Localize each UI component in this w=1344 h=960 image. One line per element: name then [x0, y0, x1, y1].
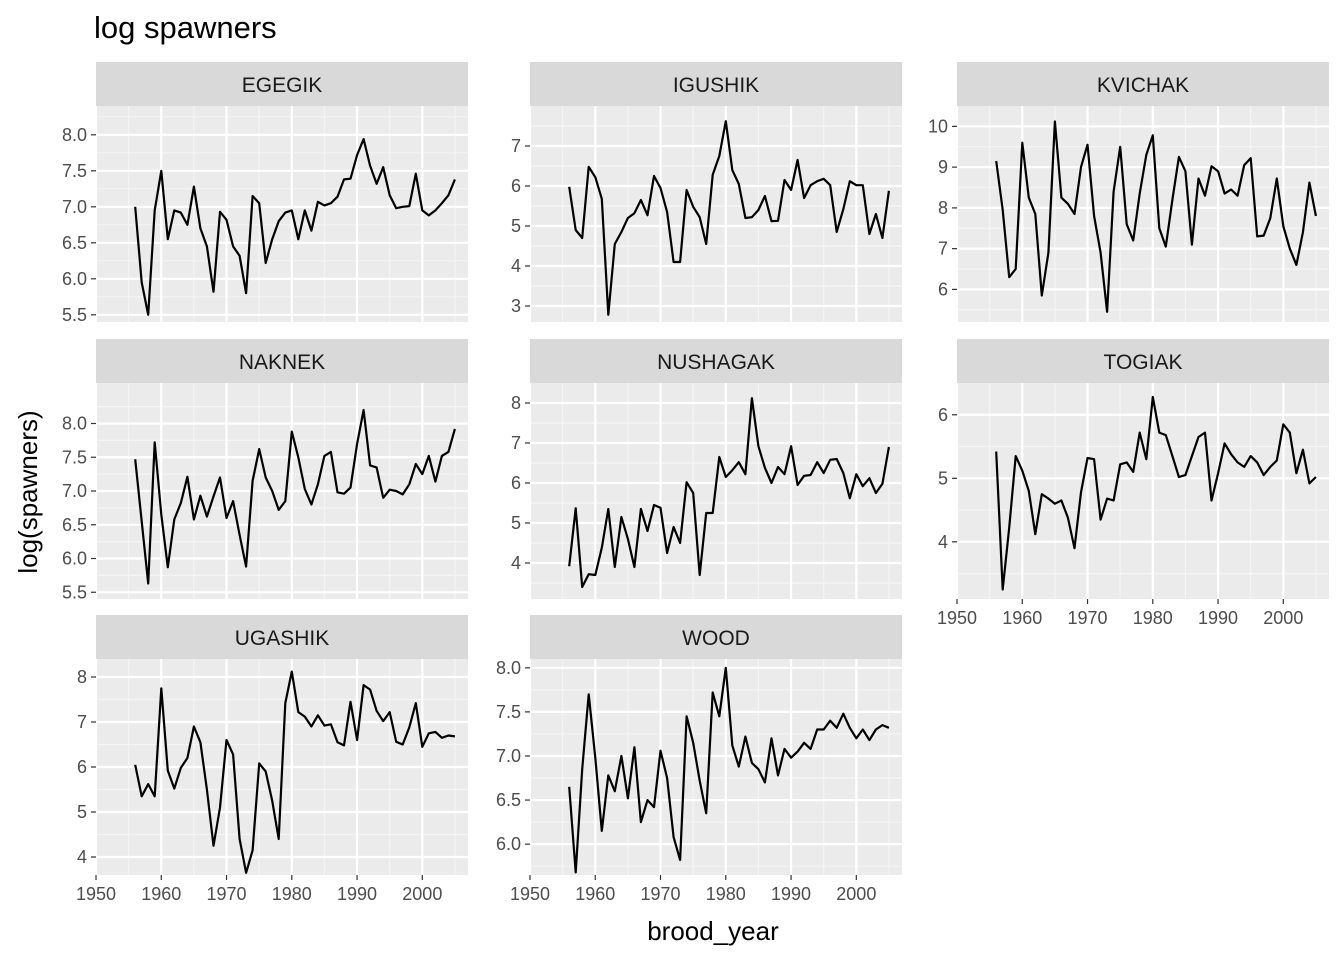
panel-background: [530, 659, 902, 875]
y-tick-label: 6: [938, 405, 948, 425]
y-tick-label: 6: [77, 757, 87, 777]
y-tick-label: 8.0: [496, 658, 521, 678]
x-tick-label: 1980: [272, 884, 312, 904]
y-tick-label: 7.0: [62, 481, 87, 501]
x-tick-label: 2000: [402, 884, 442, 904]
y-tick-label: 7.0: [496, 746, 521, 766]
facet-panels: EGEGIK5.56.06.57.07.58.0IGUSHIK34567KVIC…: [62, 62, 1329, 904]
y-tick-label: 4: [511, 256, 521, 276]
x-tick-label: 1960: [1002, 608, 1042, 628]
y-axis-title: log(spawners): [13, 410, 43, 573]
y-tick-label: 5: [511, 216, 521, 236]
x-tick-label: 2000: [1263, 608, 1303, 628]
x-axis-title: brood_year: [647, 916, 779, 946]
x-tick-label: 1970: [1068, 608, 1108, 628]
x-tick-label: 1960: [141, 884, 181, 904]
y-tick-label: 8: [511, 393, 521, 413]
panel-background: [96, 106, 468, 322]
y-tick-label: 6.5: [62, 233, 87, 253]
y-tick-label: 5.5: [62, 305, 87, 325]
y-tick-label: 6.0: [496, 834, 521, 854]
y-tick-label: 7.0: [62, 197, 87, 217]
y-tick-label: 6: [938, 279, 948, 299]
facet-strip-label: KVICHAK: [1097, 74, 1189, 97]
facet-ugashik: UGASHIK 1950 1960 1970 1980 1990 2000 4 5 6 7 8: [76, 615, 468, 904]
x-tick-label: 2000: [836, 884, 876, 904]
y-tick-label: 9: [938, 157, 948, 177]
y-tick-label: 8: [77, 667, 87, 687]
y-tick-label: 7: [938, 239, 948, 259]
x-tick-label: 1970: [207, 884, 247, 904]
facet-naknek: NAKNEK 5.5 6.0 6.5 7.0 7.5 8.0: [62, 339, 468, 602]
y-tick-label: 4: [938, 532, 948, 552]
y-tick-label: 7.5: [496, 702, 521, 722]
y-tick-label: 7: [77, 712, 87, 732]
facet-kvichak: KVICHAK 6 7 8 9 10: [928, 62, 1329, 322]
facet-strip-label: NUSHAGAK: [657, 351, 775, 374]
x-tick-label: 1960: [575, 884, 615, 904]
x-tick-label: 1970: [641, 884, 681, 904]
facet-wood: WOOD 1950 1960 1970 1980 1990 2000 6.0 6.5 7.0 7.5…: [496, 615, 902, 904]
y-tick-label: 6: [511, 473, 521, 493]
y-tick-label: 4: [511, 553, 521, 573]
x-tick-label: 1980: [1133, 608, 1173, 628]
facet-strip-label: UGASHIK: [235, 627, 330, 650]
y-tick-label: 8: [938, 198, 948, 218]
y-tick-label: 10: [928, 116, 948, 136]
facet-egegik: EGEGIK 5.5 6.0 6.5 7.0 7.5 8.0: [62, 62, 468, 325]
y-tick-label: 7.5: [62, 447, 87, 467]
panel-background: [530, 106, 902, 322]
y-tick-label: 7.5: [62, 161, 87, 181]
facet-igushik: IGUSHIK 3 4 5 6 7: [511, 62, 902, 322]
y-tick-label: 5: [511, 513, 521, 533]
x-tick-label: 1950: [510, 884, 550, 904]
facet-strip-label: TOGIAK: [1104, 351, 1183, 374]
chart-title: log spawners: [94, 10, 277, 45]
facet-nushagak: NUSHAGAK 4 5 6 7 8: [511, 339, 902, 599]
facet-strip-label: EGEGIK: [242, 74, 323, 97]
facet-strip-label: WOOD: [682, 627, 750, 650]
y-tick-label: 6.0: [62, 549, 87, 569]
y-tick-label: 5.5: [62, 582, 87, 602]
facet-strip-label: IGUSHIK: [673, 74, 759, 97]
y-tick-label: 6.5: [496, 790, 521, 810]
x-tick-label: 1950: [76, 884, 116, 904]
x-tick-label: 1990: [337, 884, 377, 904]
y-tick-label: 6: [511, 176, 521, 196]
x-tick-label: 1990: [1198, 608, 1238, 628]
y-tick-label: 5: [938, 468, 948, 488]
x-tick-label: 1980: [706, 884, 746, 904]
y-tick-label: 4: [77, 847, 87, 867]
x-tick-label: 1950: [937, 608, 977, 628]
y-tick-label: 8.0: [62, 125, 87, 145]
facet-togiak: TOGIAK 1950 1960 1970 1980 1990 2000 4 5 6: [937, 339, 1329, 628]
y-tick-label: 7: [511, 136, 521, 156]
x-tick-label: 1990: [771, 884, 811, 904]
y-tick-label: 5: [77, 802, 87, 822]
facet-strip-label: NAKNEK: [239, 351, 325, 374]
y-tick-label: 6.0: [62, 269, 87, 289]
y-tick-label: 3: [511, 296, 521, 316]
y-tick-label: 7: [511, 433, 521, 453]
y-tick-label: 8.0: [62, 414, 87, 434]
y-tick-label: 6.5: [62, 515, 87, 535]
